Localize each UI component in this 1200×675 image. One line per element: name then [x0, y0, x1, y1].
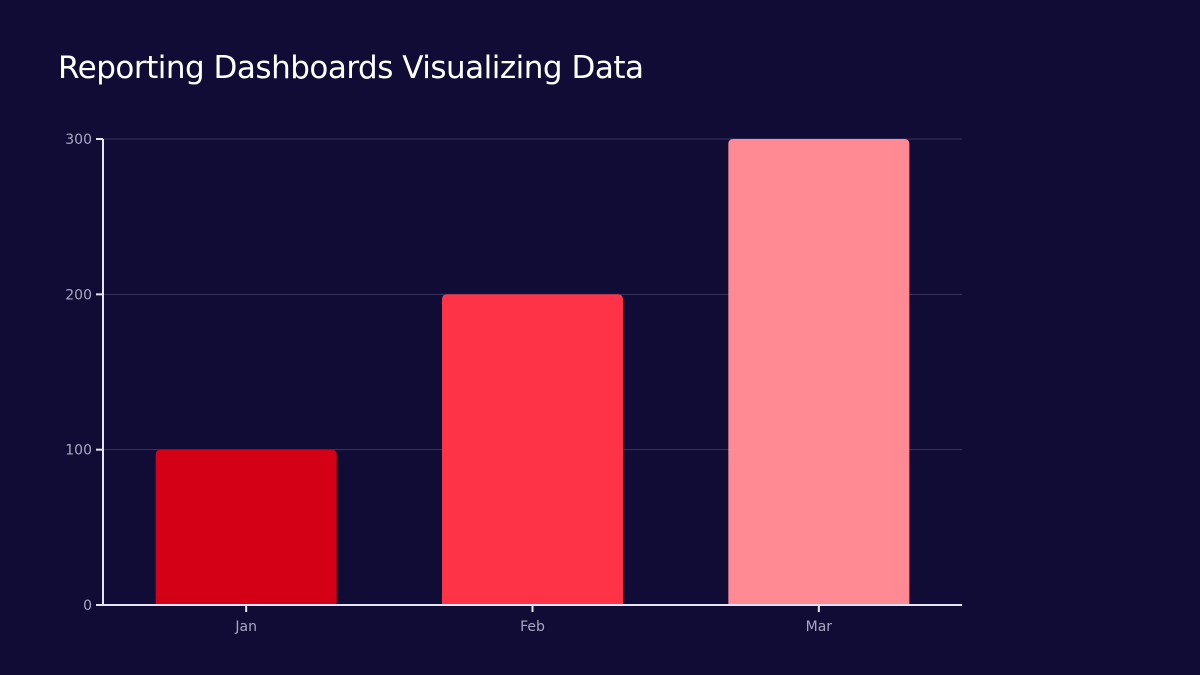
y-tick-label: 0: [83, 598, 92, 614]
y-tick-label: 200: [65, 287, 92, 303]
chart-title: Reporting Dashboards Visualizing Data: [58, 50, 644, 86]
y-tick-label: 300: [65, 132, 92, 148]
y-tick-label: 100: [65, 443, 92, 459]
bar-feb: [442, 294, 623, 605]
bar-mar: [728, 139, 910, 605]
x-tick-label: Feb: [520, 619, 545, 635]
x-tick-label: Jan: [234, 619, 257, 635]
x-tick-label: Mar: [806, 619, 833, 635]
bar-jan: [155, 449, 337, 605]
